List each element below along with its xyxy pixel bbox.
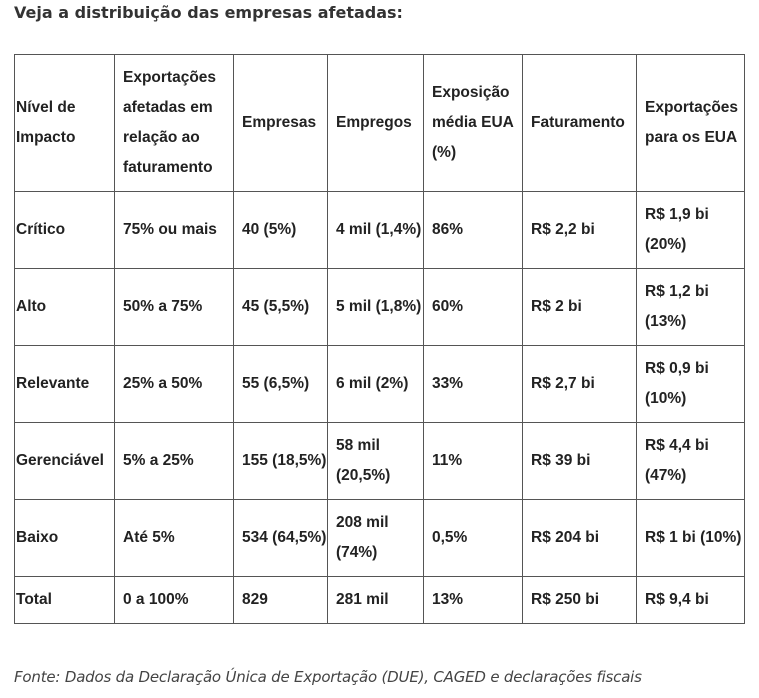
cell-faturamento: R$ 2,7 bi [522, 345, 637, 423]
cell-exposicao: 0,5% [423, 499, 523, 577]
cell-exportacoes-eua: R$ 9,4 bi [636, 576, 745, 624]
cell-exposicao: 33% [423, 345, 523, 423]
cell-empregos: 281 mil [327, 576, 424, 624]
cell-exportacoes-afetadas: Até 5% [114, 499, 234, 577]
cell-exposicao: 11% [423, 422, 523, 500]
cell-exportacoes-afetadas: 5% a 25% [114, 422, 234, 500]
table-row: Alto 50% a 75% 45 (5,5%) 5 mil (1,8%) 60… [14, 268, 745, 346]
cell-nivel: Crítico [14, 191, 115, 269]
cell-exportacoes-afetadas: 0 a 100% [114, 576, 234, 624]
source-note: Fonte: Dados da Declaração Única de Expo… [14, 668, 642, 686]
cell-empresas: 40 (5%) [233, 191, 328, 269]
header-empregos: Empregos [327, 54, 424, 192]
cell-empresas: 45 (5,5%) [233, 268, 328, 346]
cell-empregos: 6 mil (2%) [327, 345, 424, 423]
header-exposicao-media: Exposição média EUA (%) [423, 54, 523, 192]
cell-empresas: 829 [233, 576, 328, 624]
cell-faturamento: R$ 39 bi [522, 422, 637, 500]
cell-empresas: 534 (64,5%) [233, 499, 328, 577]
cell-empregos: 5 mil (1,8%) [327, 268, 424, 346]
header-exportacoes-afetadas: Exportações afetadas em relação ao fatur… [114, 54, 234, 192]
cell-empregos: 58 mil (20,5%) [327, 422, 424, 500]
cell-empresas: 155 (18,5%) [233, 422, 328, 500]
cell-exposicao: 86% [423, 191, 523, 269]
cell-exportacoes-eua: R$ 0,9 bi (10%) [636, 345, 745, 423]
cell-exportacoes-eua: R$ 1 bi (10%) [636, 499, 745, 577]
cell-empregos: 208 mil (74%) [327, 499, 424, 577]
cell-exportacoes-eua: R$ 4,4 bi (47%) [636, 422, 745, 500]
cell-nivel: Relevante [14, 345, 115, 423]
cell-empregos: 4 mil (1,4%) [327, 191, 424, 269]
header-faturamento: Faturamento [522, 54, 637, 192]
table-row: Relevante 25% a 50% 55 (6,5%) 6 mil (2%)… [14, 345, 745, 423]
header-exportacoes-eua: Exportações para os EUA [636, 54, 745, 192]
cell-exportacoes-afetadas: 50% a 75% [114, 268, 234, 346]
cell-exportacoes-afetadas: 25% a 50% [114, 345, 234, 423]
cell-nivel: Baixo [14, 499, 115, 577]
cell-faturamento: R$ 2 bi [522, 268, 637, 346]
cell-faturamento: R$ 204 bi [522, 499, 637, 577]
section-heading: Veja a distribuição das empresas afetada… [14, 3, 403, 22]
cell-exportacoes-eua: R$ 1,2 bi (13%) [636, 268, 745, 346]
cell-faturamento: R$ 250 bi [522, 576, 637, 624]
cell-empresas: 55 (6,5%) [233, 345, 328, 423]
cell-exposicao: 13% [423, 576, 523, 624]
impact-distribution-table: Nível de Impacto Exportações afetadas em… [14, 54, 745, 624]
cell-nivel: Total [14, 576, 115, 624]
table-header-row: Nível de Impacto Exportações afetadas em… [14, 54, 745, 192]
header-empresas: Empresas [233, 54, 328, 192]
table-row: Crítico 75% ou mais 40 (5%) 4 mil (1,4%)… [14, 191, 745, 269]
cell-exportacoes-eua: R$ 1,9 bi (20%) [636, 191, 745, 269]
table-row-total: Total 0 a 100% 829 281 mil 13% R$ 250 bi… [14, 576, 745, 624]
table-row: Gerenciável 5% a 25% 155 (18,5%) 58 mil … [14, 422, 745, 500]
table-row: Baixo Até 5% 534 (64,5%) 208 mil (74%) 0… [14, 499, 745, 577]
cell-exposicao: 60% [423, 268, 523, 346]
cell-nivel: Alto [14, 268, 115, 346]
cell-exportacoes-afetadas: 75% ou mais [114, 191, 234, 269]
cell-faturamento: R$ 2,2 bi [522, 191, 637, 269]
cell-nivel: Gerenciável [14, 422, 115, 500]
header-nivel-impacto: Nível de Impacto [14, 54, 115, 192]
